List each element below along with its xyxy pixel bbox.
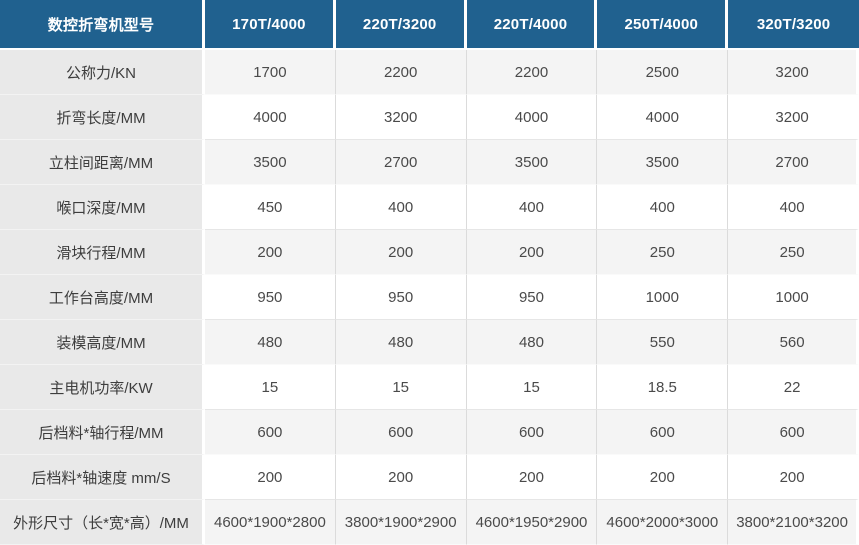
spec-label-cell: 公称力/KN <box>0 50 205 95</box>
spec-value-cell: 950 <box>335 275 467 320</box>
spec-value-cell: 480 <box>205 320 336 365</box>
spec-value-cell: 4600*1900*2800 <box>205 500 336 545</box>
spec-label-cell: 喉口深度/MM <box>0 185 205 230</box>
spec-value-cell: 3800*1900*2900 <box>335 500 467 545</box>
column-header-model: 220T/3200 <box>335 0 467 50</box>
spec-value-cell: 400 <box>728 185 859 230</box>
spec-value-cell: 4000 <box>466 95 598 140</box>
spec-value-cell: 560 <box>728 320 859 365</box>
table-row: 主电机功率/KW 15 15 15 18.5 22 <box>0 365 859 410</box>
spec-value-cell: 600 <box>728 410 859 455</box>
spec-value-cell: 15 <box>205 365 336 410</box>
spec-value-cell: 200 <box>335 455 467 500</box>
spec-value-cell: 15 <box>335 365 467 410</box>
spec-table-body: 公称力/KN 1700 2200 2200 2500 3200 折弯长度/MM 4000 320… <box>0 50 859 545</box>
table-row: 公称力/KN 1700 2200 2200 2500 3200 <box>0 50 859 95</box>
spec-value-cell: 3500 <box>466 140 598 185</box>
spec-value-cell: 18.5 <box>597 365 729 410</box>
spec-value-cell: 4000 <box>205 95 336 140</box>
spec-value-cell: 600 <box>205 410 336 455</box>
table-row: 外形尺寸（长*宽*高）/MM 4600*1900*2800 3800*1900*29… <box>0 500 859 545</box>
spec-value-cell: 200 <box>728 455 859 500</box>
table-row: 装模高度/MM 480 480 480 550 560 <box>0 320 859 365</box>
column-header-model: 320T/3200 <box>728 0 859 50</box>
spec-value-cell: 2200 <box>335 50 467 95</box>
table-row: 喉口深度/MM 450 400 400 400 400 <box>0 185 859 230</box>
column-header-model: 170T/4000 <box>205 0 336 50</box>
spec-value-cell: 200 <box>466 230 598 275</box>
spec-value-cell: 400 <box>335 185 467 230</box>
spec-value-cell: 2700 <box>335 140 467 185</box>
spec-value-cell: 600 <box>597 410 729 455</box>
spec-value-cell: 450 <box>205 185 336 230</box>
spec-label-cell: 后档料*轴行程/MM <box>0 410 205 455</box>
spec-value-cell: 15 <box>466 365 598 410</box>
spec-label-cell: 滑块行程/MM <box>0 230 205 275</box>
table-row: 后档料*轴速度 mm/S 200 200 200 200 200 <box>0 455 859 500</box>
table-row: 后档料*轴行程/MM 600 600 600 600 600 <box>0 410 859 455</box>
table-row: 立柱间距离/MM 3500 2700 3500 3500 2700 <box>0 140 859 185</box>
spec-value-cell: 400 <box>597 185 729 230</box>
spec-label-cell: 工作台高度/MM <box>0 275 205 320</box>
spec-value-cell: 250 <box>597 230 729 275</box>
spec-value-cell: 600 <box>466 410 598 455</box>
spec-value-cell: 4000 <box>597 95 729 140</box>
spec-value-cell: 1700 <box>205 50 336 95</box>
spec-value-cell: 3200 <box>728 95 859 140</box>
table-row: 滑块行程/MM 200 200 200 250 250 <box>0 230 859 275</box>
spec-value-cell: 550 <box>597 320 729 365</box>
spec-value-cell: 200 <box>335 230 467 275</box>
spec-value-cell: 4600*1950*2900 <box>466 500 598 545</box>
spec-value-cell: 200 <box>205 455 336 500</box>
table-title-cell: 数控折弯机型号 <box>0 0 205 50</box>
spec-value-cell: 2500 <box>597 50 729 95</box>
spec-value-cell: 1000 <box>597 275 729 320</box>
table-row: 工作台高度/MM 950 950 950 1000 1000 <box>0 275 859 320</box>
spec-label-cell: 折弯长度/MM <box>0 95 205 140</box>
spec-value-cell: 480 <box>335 320 467 365</box>
spec-value-cell: 3500 <box>205 140 336 185</box>
spec-value-cell: 3800*2100*3200 <box>728 500 859 545</box>
spec-value-cell: 3200 <box>335 95 467 140</box>
spec-value-cell: 400 <box>466 185 598 230</box>
spec-label-cell: 主电机功率/KW <box>0 365 205 410</box>
table-row: 折弯长度/MM 4000 3200 4000 4000 3200 <box>0 95 859 140</box>
spec-value-cell: 4600*2000*3000 <box>597 500 729 545</box>
spec-value-cell: 1000 <box>728 275 859 320</box>
spec-value-cell: 950 <box>466 275 598 320</box>
spec-label-cell: 外形尺寸（长*宽*高）/MM <box>0 500 205 545</box>
spec-value-cell: 950 <box>205 275 336 320</box>
spec-value-cell: 2200 <box>466 50 598 95</box>
spec-value-cell: 22 <box>728 365 859 410</box>
spec-value-cell: 480 <box>466 320 598 365</box>
spec-value-cell: 200 <box>597 455 729 500</box>
column-header-model: 220T/4000 <box>466 0 598 50</box>
spec-label-cell: 装模高度/MM <box>0 320 205 365</box>
spec-value-cell: 3200 <box>728 50 859 95</box>
spec-label-cell: 后档料*轴速度 mm/S <box>0 455 205 500</box>
spec-value-cell: 200 <box>466 455 598 500</box>
spec-label-cell: 立柱间距离/MM <box>0 140 205 185</box>
spec-value-cell: 3500 <box>597 140 729 185</box>
header-row: 数控折弯机型号 170T/4000 220T/3200 220T/4000 250T/… <box>0 0 859 50</box>
spec-value-cell: 2700 <box>728 140 859 185</box>
spec-table-header: 数控折弯机型号 170T/4000 220T/3200 220T/4000 250T/… <box>0 0 859 50</box>
spec-value-cell: 200 <box>205 230 336 275</box>
spec-value-cell: 600 <box>335 410 467 455</box>
spec-value-cell: 250 <box>728 230 859 275</box>
column-header-model: 250T/4000 <box>597 0 729 50</box>
